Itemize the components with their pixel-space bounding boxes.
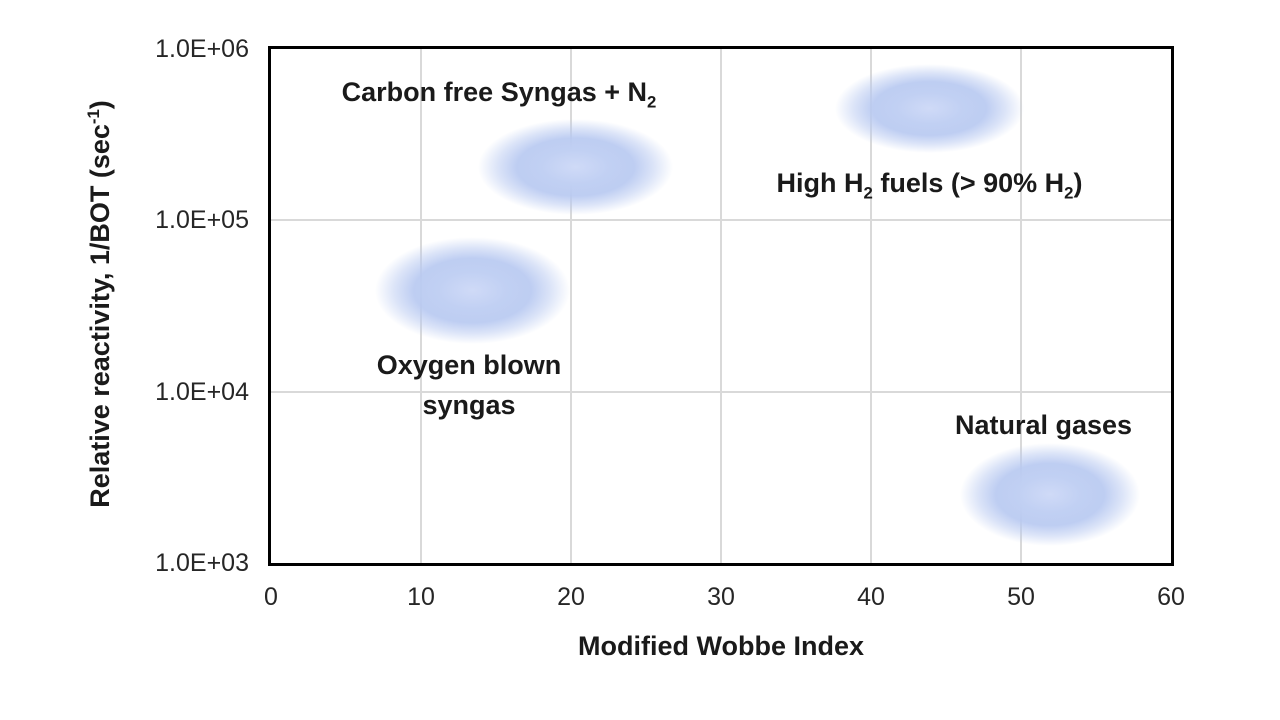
y-axis-title: Relative reactivity, 1/BOT (sec-1): [80, 44, 120, 564]
x-tick-label-30: 30: [707, 583, 735, 611]
region-ellipse-high-h2-fuels: [835, 63, 1024, 153]
gridline-x-50: [1020, 49, 1022, 563]
x-tick-label-0: 0: [264, 583, 278, 611]
x-tick-label-60: 60: [1157, 583, 1185, 611]
region-label-high-h2-fuels: High H2 fuels (> 90% H2): [776, 168, 1083, 203]
y-tick-label-10000: 1.0E+04: [155, 377, 249, 406]
y-axis-title-text: Relative reactivity, 1/BOT (sec: [85, 124, 115, 508]
plot-area: [268, 46, 1174, 566]
x-tick-label-20: 20: [557, 583, 585, 611]
x-axis-title: Modified Wobbe Index: [578, 631, 864, 661]
gridline-y-100000: [271, 219, 1171, 222]
region-label-natural-gases: Natural gases: [954, 409, 1133, 440]
x-tick-label-50: 50: [1007, 583, 1035, 611]
y-tick-label-1000: 1.0E+03: [155, 549, 249, 577]
gridline-y-10000: [271, 390, 1171, 393]
y-axis-title-close: ): [85, 100, 115, 110]
y-tick-label-100000: 1.0E+05: [155, 206, 249, 235]
region-label-carbon-free-syngas-n2: Carbon free Syngas + N2: [341, 77, 657, 112]
region-label-oxygen-blown-syngas: Oxygen blown syngas: [376, 349, 562, 420]
gridline-x-30: [720, 49, 722, 563]
region-ellipse-carbon-free-syngas-n2: [478, 118, 673, 215]
region-ellipse-natural-gases: [959, 443, 1140, 547]
gridline-x-20: [570, 49, 572, 563]
gridline-x-40: [870, 49, 872, 563]
x-tick-label-10: 10: [407, 583, 435, 611]
y-tick-label-1000000: 1.0E+06: [155, 35, 249, 63]
y-axis-title-superscript: -1: [84, 109, 103, 125]
x-tick-label-40: 40: [857, 583, 885, 611]
region-ellipse-oxygen-blown-syngas: [374, 237, 570, 344]
